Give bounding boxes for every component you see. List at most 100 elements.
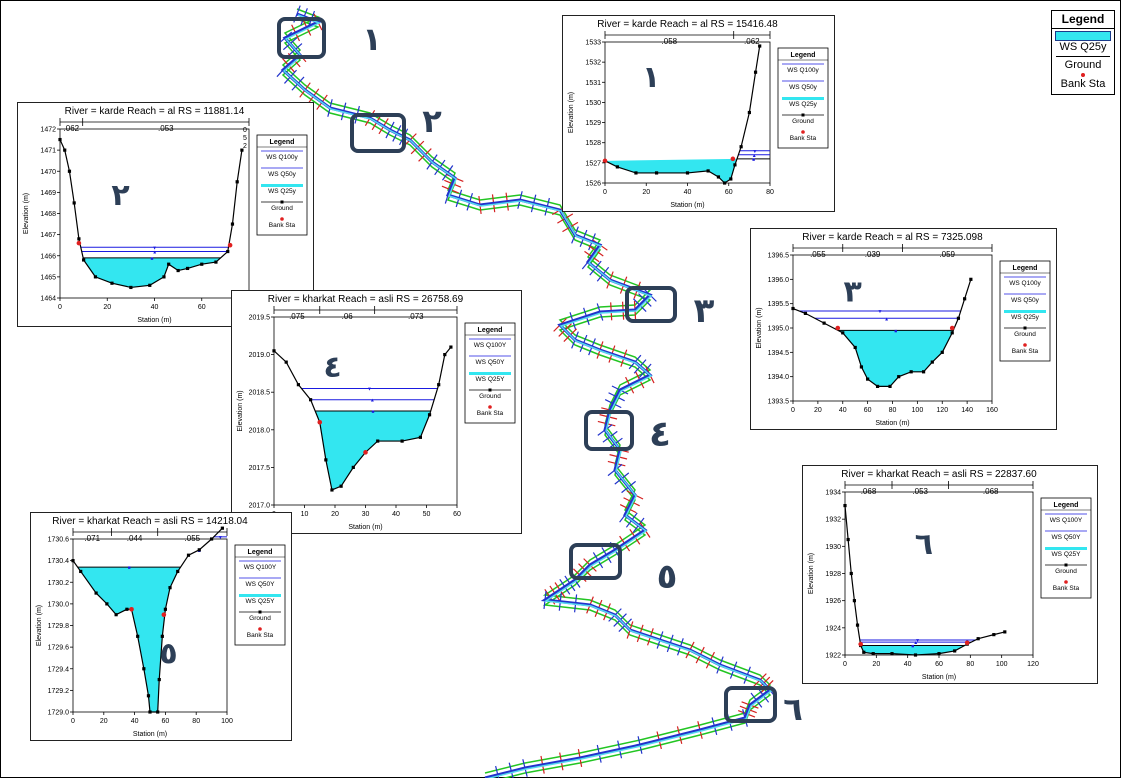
x-tick-label: 60 <box>453 511 461 518</box>
ground-point <box>963 297 967 301</box>
y-tick-label: 1469 <box>40 190 56 197</box>
x-axis-label: Station (m) <box>137 317 171 324</box>
main-legend-ground: Ground <box>1064 59 1102 71</box>
main-legend-bank: Bank Sta <box>1060 78 1106 90</box>
cross-section-svg: River = kharkat Reach = asli RS = 14218.… <box>36 516 286 738</box>
ws-marker: ▼ <box>218 535 223 541</box>
ground-point <box>157 677 161 682</box>
x-tick-label: 40 <box>151 304 159 311</box>
legend-ground-point <box>258 610 262 614</box>
ws-marker: ▲ <box>884 316 889 322</box>
x-axis-label: Station (m) <box>133 731 167 738</box>
ground-point <box>843 503 847 508</box>
x-tick-label: 60 <box>162 718 170 725</box>
ground-point <box>136 634 140 638</box>
y-tick-label: 1394.0 <box>768 374 790 381</box>
manning-n-value: .039 <box>865 250 881 259</box>
ground-point <box>71 559 75 563</box>
section-legend-title: Legend <box>248 549 273 556</box>
panel-marker-label: ١ <box>642 60 660 95</box>
manning-n-value: .073 <box>408 312 424 321</box>
cross-section-svg: River = kharkat Reach = asli RS = 22837.… <box>808 469 1092 681</box>
legend-item: Bank Sta <box>269 222 296 229</box>
legend-ground-point <box>801 113 805 117</box>
ground-point <box>897 375 901 379</box>
bank-station-point <box>129 606 134 612</box>
x-axis-label: Station (m) <box>875 420 909 427</box>
legend-ground-point <box>488 388 492 392</box>
bank-station-point <box>76 240 82 246</box>
ground-point <box>634 171 638 175</box>
ground-point <box>176 268 180 273</box>
bank-station-point <box>964 640 970 646</box>
y-tick-label: 1729.4 <box>48 666 70 673</box>
legend-ground-point <box>1064 563 1068 567</box>
y-axis-label: Elevation (m) <box>23 193 30 234</box>
section-title: River = kharkat Reach = asli RS = 14218.… <box>52 516 248 527</box>
ws-marker: ▲ <box>752 153 757 159</box>
ground-point <box>859 365 864 369</box>
section-markers: ١ ٢ ٣ ٤ ٥ ٦ <box>277 17 803 728</box>
section-title: River = kharkat Reach = asli RS = 26758.… <box>268 294 464 305</box>
legend-item: WS Q100Y <box>1050 517 1083 524</box>
section-legend-title: Legend <box>1054 502 1079 509</box>
ground-point <box>214 260 218 264</box>
ground-point <box>324 458 328 462</box>
manning-n-value: .068 <box>861 487 877 496</box>
panel-marker-label: ٣ <box>844 275 862 310</box>
river-bank-left <box>281 8 772 774</box>
x-axis-label: Station (m) <box>670 202 704 209</box>
ground-line <box>59 139 243 289</box>
section-marker-box-5 <box>569 543 622 580</box>
ws-marker: ▼ <box>878 309 883 315</box>
y-tick-label: 2019.5 <box>249 315 271 322</box>
y-tick-label: 1924 <box>825 625 841 632</box>
ground-point <box>953 649 957 653</box>
ground-point <box>956 316 961 320</box>
legend-item: WS Q25Y <box>1052 551 1082 558</box>
ws-marker: ▼ <box>367 386 372 392</box>
ground-point <box>849 571 853 576</box>
y-tick-label: 1531 <box>585 80 601 87</box>
ground-point <box>427 413 432 417</box>
ground-point <box>148 283 152 287</box>
water-surface-fill <box>838 330 954 387</box>
y-tick-label: 1395.5 <box>768 301 790 308</box>
section-marker-box-4 <box>584 410 634 451</box>
y-tick-label: 1471 <box>40 148 56 155</box>
cross-section-svg: River = karde Reach = al RS = 15416.48 .0… <box>568 19 829 209</box>
y-tick-label: 1532 <box>585 60 601 67</box>
legend-item: WS Q25Y <box>476 376 506 383</box>
bank-station-point <box>161 612 167 617</box>
ground-line <box>844 505 1005 656</box>
legend-bank-point <box>801 130 805 134</box>
y-axis-label: Elevation (m) <box>756 307 763 348</box>
x-tick-label: 60 <box>725 189 733 196</box>
legend-item: Ground <box>792 118 814 125</box>
panel-marker-label: ٤ <box>323 350 341 385</box>
ground-point <box>723 181 727 185</box>
bank-station-point <box>363 450 368 455</box>
legend-item: WS Q100y <box>266 154 298 161</box>
water-surface-fill <box>77 567 181 712</box>
x-tick-label: 80 <box>192 718 200 725</box>
x-tick-label: 20 <box>872 661 880 668</box>
ground-point <box>67 169 72 173</box>
x-axis-label: Station (m) <box>348 524 382 531</box>
ground-point <box>235 180 239 184</box>
y-tick-label: 1930 <box>825 544 841 551</box>
ground-point <box>855 623 860 627</box>
ground-point <box>853 345 857 350</box>
x-tick-label: 100 <box>996 661 1008 668</box>
legend-water-swatch <box>239 594 281 597</box>
ground-point <box>156 710 160 714</box>
y-tick-label: 1729.0 <box>48 710 70 717</box>
ground-point <box>82 258 86 262</box>
ground-point <box>888 384 892 388</box>
ground-point <box>272 349 276 353</box>
section-title: River = karde Reach = al RS = 7325.098 <box>802 232 983 243</box>
legend-ground-point <box>1023 326 1027 330</box>
legend-item: WS Q100y <box>1009 280 1041 287</box>
cross-section-panel-2: River = karde Reach = al RS = 11881.14 .0… <box>17 102 314 327</box>
ground-point <box>125 607 129 611</box>
